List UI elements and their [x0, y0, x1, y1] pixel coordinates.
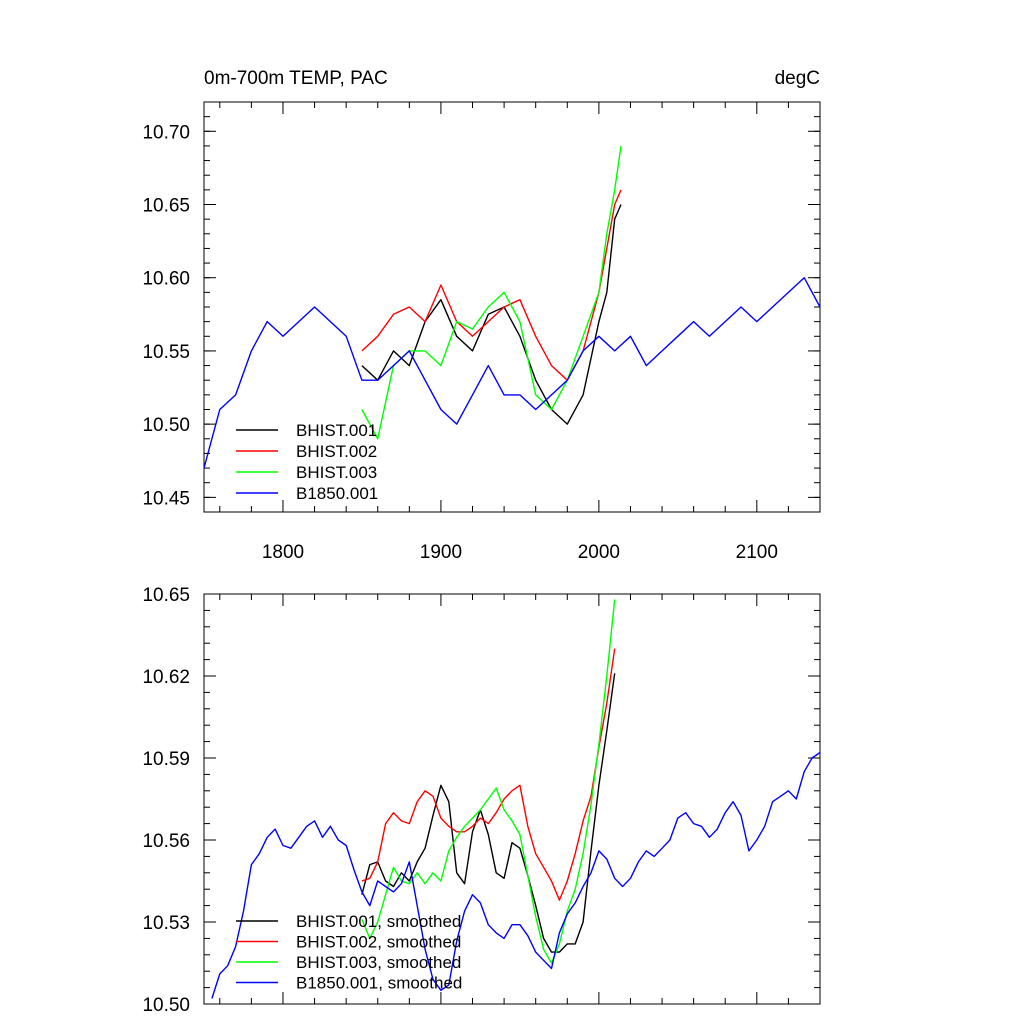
series-line-b1850-001-smoothed — [211, 751, 821, 999]
legend-label: BHIST.002 — [296, 442, 377, 461]
series-line-bhist-003-smoothed — [361, 599, 616, 964]
y-tick-label: 10.70 — [142, 122, 190, 143]
y-tick-label: 10.50 — [142, 415, 190, 436]
series-line-bhist-001 — [361, 204, 622, 425]
series-line-bhist-002-smoothed — [361, 648, 616, 901]
y-tick-label: 10.50 — [142, 995, 190, 1016]
legend-label: B1850.001 — [296, 484, 378, 503]
bottom-panel: 10.50 10.53 10.56 10.59 10.62 10.65 BHIST.001,… — [142, 585, 821, 1016]
top-panel-units: degC — [775, 68, 820, 89]
y-tick-label: 10.55 — [142, 342, 190, 363]
legend-label: BHIST.001 — [296, 421, 377, 440]
legend-label: BHIST.002, smoothed — [296, 933, 461, 952]
y-tick-label: 10.56 — [142, 831, 190, 852]
y-tick-label: 10.60 — [142, 269, 190, 290]
series-line-bhist-001-smoothed — [361, 673, 616, 953]
legend-label: B1850.001, smoothed — [296, 974, 462, 993]
legend-label: BHIST.003, smoothed — [296, 953, 461, 972]
top-panel: 0m-700m TEMP, PAC degC 10.45 10.50 10.55 10… — [142, 68, 821, 563]
y-tick-label: 10.65 — [142, 196, 190, 217]
x-tick-label: 2000 — [578, 542, 620, 563]
plot-frame — [203, 593, 821, 1005]
y-tick-label: 10.65 — [142, 585, 190, 606]
x-tick-label: 1900 — [420, 542, 462, 563]
series-line-b1850-001 — [203, 277, 821, 469]
y-tick-label: 10.59 — [142, 749, 190, 770]
y-tick-label: 10.53 — [142, 913, 190, 934]
series-line-bhist-003 — [361, 145, 622, 440]
legend-label: BHIST.001, smoothed — [296, 912, 461, 931]
legend-label: BHIST.003 — [296, 463, 377, 482]
y-tick-label: 10.62 — [142, 667, 190, 688]
y-tick-label: 10.45 — [142, 488, 190, 509]
top-panel-title: 0m-700m TEMP, PAC — [204, 68, 388, 89]
x-tick-label: 2100 — [736, 542, 778, 563]
x-tick-label: 1800 — [262, 542, 304, 563]
